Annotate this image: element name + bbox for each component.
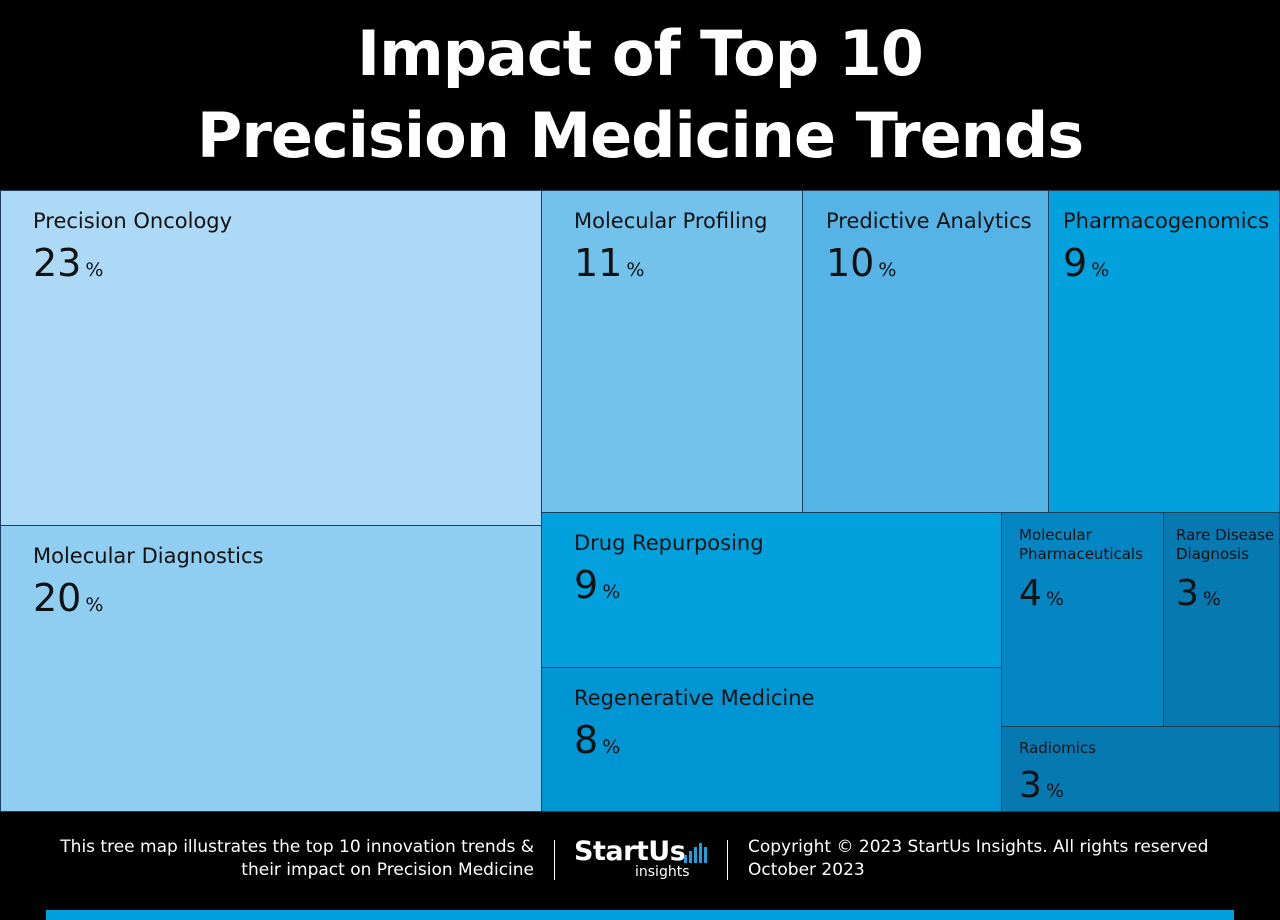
- tile-value-number: 9: [574, 563, 599, 607]
- tile-value: 10%: [826, 241, 896, 285]
- tile-molecular-profiling: Molecular Profiling 11%: [541, 190, 803, 513]
- logo-wordmark: StartUs: [574, 836, 686, 867]
- tile-value-unit: %: [1045, 588, 1064, 610]
- tile-molecular-pharmaceuticals: Molecular Pharmaceuticals 4%: [1001, 512, 1164, 727]
- tile-value: 3%: [1176, 573, 1221, 614]
- date-text: October 2023: [748, 860, 865, 880]
- tile-value-number: 8: [574, 718, 599, 762]
- treemap: Precision Oncology 23% Molecular Diagnosti…: [0, 190, 1280, 812]
- tile-molecular-diagnostics: Molecular Diagnostics 20%: [0, 525, 542, 812]
- logo-bars-icon: [684, 843, 708, 863]
- tile-value-number: 10: [826, 241, 875, 285]
- tile-value: 9%: [574, 563, 620, 607]
- footer: This tree map illustrates the top 10 inn…: [0, 812, 1280, 920]
- tile-label: Predictive Analytics: [826, 209, 1032, 233]
- bottom-accent-bar: [46, 910, 1234, 920]
- tile-value-unit: %: [1045, 780, 1064, 802]
- tile-label: Radiomics: [1019, 739, 1096, 757]
- footer-description: This tree map illustrates the top 10 inn…: [60, 836, 534, 882]
- tile-value-unit: %: [1202, 588, 1221, 610]
- tile-regenerative-medicine: Regenerative Medicine 8%: [541, 667, 1002, 812]
- tile-label: Molecular Profiling: [574, 209, 768, 233]
- tile-value: 4%: [1019, 573, 1064, 614]
- footer-copyright: Copyright © 2023 StartUs Insights. All r…: [748, 836, 1208, 882]
- tile-value: 3%: [1019, 765, 1064, 806]
- tile-radiomics: Radiomics 3%: [1001, 726, 1280, 812]
- tile-value-number: 20: [33, 576, 82, 620]
- tile-label: Precision Oncology: [33, 209, 233, 233]
- title-line-1: Impact of Top 10: [357, 17, 924, 90]
- tile-precision-oncology: Precision Oncology 23%: [0, 190, 542, 526]
- footer-divider-right: [727, 840, 728, 880]
- tile-pharmacogenomics: Pharmacogenomics 9%: [1048, 190, 1280, 513]
- tile-value-unit: %: [85, 259, 104, 281]
- copyright-text: Copyright © 2023 StartUs Insights. All r…: [748, 837, 1209, 857]
- tile-value: 8%: [574, 718, 620, 762]
- tile-label: Rare Disease Diagnosis: [1176, 526, 1275, 563]
- tile-label: Regenerative Medicine: [574, 686, 815, 710]
- chart-title: Impact of Top 10 Precision Medicine Tren…: [0, 0, 1280, 190]
- tile-label: Molecular Diagnostics: [33, 544, 264, 568]
- tile-value: 9%: [1063, 241, 1109, 285]
- tile-value-number: 4: [1019, 573, 1042, 614]
- title-line-2: Precision Medicine Trends: [196, 99, 1084, 172]
- tile-drug-repurposing: Drug Repurposing 9%: [541, 512, 1002, 668]
- tile-value-number: 23: [33, 241, 82, 285]
- tile-label: Molecular Pharmaceuticals: [1019, 526, 1143, 563]
- tile-value-unit: %: [602, 581, 621, 603]
- tile-value-number: 9: [1063, 241, 1088, 285]
- tile-predictive-analytics: Predictive Analytics 10%: [802, 190, 1049, 513]
- tile-value-unit: %: [626, 259, 645, 281]
- tile-value-number: 3: [1176, 573, 1199, 614]
- tile-value: 20%: [33, 576, 103, 620]
- tile-value-number: 3: [1019, 765, 1042, 806]
- tile-value-unit: %: [1091, 259, 1110, 281]
- logo-subtext: insights: [635, 864, 690, 880]
- tile-value-unit: %: [878, 259, 897, 281]
- tile-value: 23%: [33, 241, 103, 285]
- tile-value-number: 11: [574, 241, 623, 285]
- tile-value-unit: %: [85, 594, 104, 616]
- tile-label: Drug Repurposing: [574, 531, 764, 555]
- startus-logo: StartUs insights: [574, 836, 714, 886]
- footer-description-line-2: their impact on Precision Medicine: [241, 860, 534, 880]
- tile-value: 11%: [574, 241, 644, 285]
- tile-label: Pharmacogenomics: [1063, 209, 1270, 233]
- tile-rare-disease-diagnosis: Rare Disease Diagnosis 3%: [1163, 512, 1280, 727]
- footer-divider-left: [554, 840, 555, 880]
- footer-description-line-1: This tree map illustrates the top 10 inn…: [60, 837, 534, 857]
- tile-value-unit: %: [602, 736, 621, 758]
